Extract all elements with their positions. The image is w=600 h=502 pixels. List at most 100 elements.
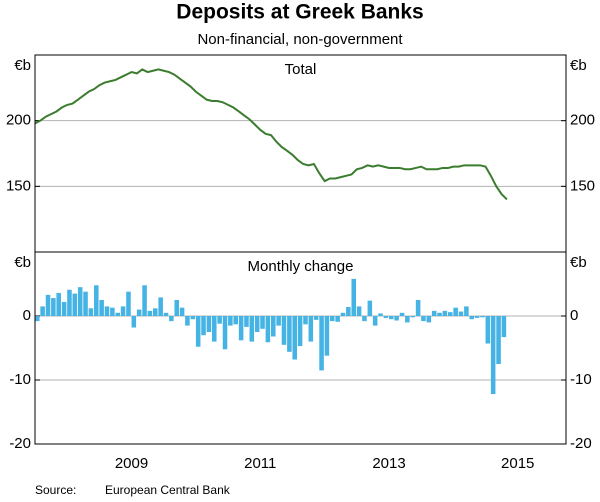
bar — [303, 316, 308, 325]
bar — [399, 312, 405, 316]
y-tick-label: 0 — [23, 307, 31, 324]
y2-unit: €b — [570, 57, 587, 74]
bar — [308, 316, 314, 342]
bar — [319, 316, 324, 371]
bar — [362, 316, 367, 322]
bar — [185, 316, 190, 326]
bar — [254, 316, 260, 332]
bar — [394, 316, 399, 321]
bar — [190, 316, 196, 320]
bar — [292, 316, 297, 360]
bar — [233, 316, 238, 325]
bar — [244, 316, 249, 327]
bar — [442, 310, 448, 316]
bar — [212, 316, 217, 342]
bar — [120, 306, 126, 316]
y-unit: €b — [14, 57, 31, 74]
bar — [72, 293, 78, 316]
y2-tick-label: 150 — [570, 177, 595, 194]
panel-frame — [34, 54, 567, 253]
bar — [61, 301, 67, 316]
y2-tick-label: 0 — [570, 307, 578, 324]
panel-title: Total — [285, 61, 317, 78]
x-tick-label: 2009 — [115, 455, 148, 472]
bar — [238, 316, 244, 341]
bar — [340, 312, 346, 316]
bar — [88, 308, 94, 316]
bar — [469, 316, 474, 320]
bar — [201, 316, 206, 336]
bar — [195, 316, 201, 347]
bar — [281, 316, 287, 345]
bar — [437, 312, 442, 316]
chart-title: Deposits at Greek Banks — [176, 1, 423, 24]
bar — [448, 312, 453, 316]
bar — [474, 316, 480, 318]
x-tick-label: 2013 — [372, 455, 405, 472]
bar — [40, 306, 45, 316]
bar — [131, 316, 137, 328]
x-tick-label: 2011 — [244, 455, 276, 472]
bar — [421, 316, 426, 322]
bar — [378, 313, 383, 316]
bar — [260, 316, 265, 329]
y-tick-label: 150 — [6, 177, 31, 194]
bar — [35, 316, 40, 322]
bar — [104, 306, 110, 316]
bar — [77, 287, 83, 316]
bar — [410, 316, 415, 318]
bar — [480, 316, 485, 318]
bar — [356, 306, 362, 316]
bar — [169, 316, 174, 322]
bar — [115, 312, 120, 316]
bar — [431, 310, 437, 316]
bar — [496, 316, 501, 364]
bar — [126, 291, 131, 316]
bar — [276, 316, 281, 326]
bar — [142, 285, 147, 316]
bar — [351, 278, 357, 316]
bar — [372, 316, 378, 326]
bar — [67, 289, 72, 316]
bar — [222, 316, 228, 350]
bar — [110, 307, 115, 316]
bar — [415, 300, 421, 316]
y2-tick-label: -10 — [570, 371, 592, 388]
bar — [174, 300, 180, 316]
bar — [136, 309, 142, 316]
panel-title: Monthly change — [248, 258, 354, 275]
y2-tick-label: 200 — [570, 112, 595, 129]
line — [34, 68, 508, 201]
bar — [179, 307, 185, 316]
bar — [329, 316, 335, 322]
chart-subtitle: Non-financial, non-government — [197, 31, 403, 48]
bar — [152, 308, 158, 316]
x-tick-label: 2015 — [501, 455, 534, 472]
bar — [249, 316, 255, 342]
bar — [313, 316, 319, 320]
bar — [287, 316, 292, 352]
bar — [147, 310, 153, 316]
bar — [383, 316, 389, 318]
bar — [94, 285, 99, 316]
bar — [228, 316, 233, 326]
bar — [265, 316, 271, 343]
bar — [158, 297, 163, 316]
bar — [367, 300, 373, 316]
bar — [56, 292, 61, 316]
bar — [163, 312, 169, 316]
bar — [346, 307, 351, 316]
bar — [501, 316, 507, 338]
bar — [297, 316, 303, 347]
y-tick-label: -20 — [9, 435, 31, 452]
bar — [99, 300, 104, 316]
bar — [335, 316, 340, 322]
source: European Central Bank — [105, 483, 231, 497]
y-unit: €b — [14, 254, 31, 271]
bar — [83, 291, 88, 316]
bar — [324, 316, 330, 356]
y-tick-label: -10 — [9, 371, 31, 388]
bar — [426, 316, 432, 323]
bar — [217, 316, 222, 324]
